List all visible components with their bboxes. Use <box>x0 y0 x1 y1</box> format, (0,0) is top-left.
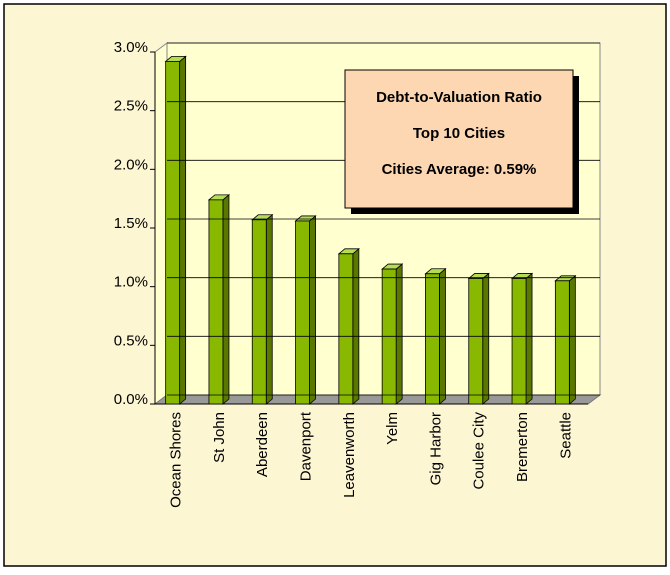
bar <box>381 263 404 405</box>
x-tick-label: Leavenworth <box>341 412 358 498</box>
bar-front <box>338 253 354 405</box>
x-tick-label: St John <box>211 412 228 463</box>
bar <box>510 272 534 405</box>
x-tick-label: Gig Harbor <box>427 412 444 485</box>
bar <box>467 272 490 405</box>
x-tick-label: Coulee City <box>471 412 488 490</box>
x-tick-label: Yelm <box>384 412 401 445</box>
bar <box>164 55 187 405</box>
bar-side <box>482 272 490 405</box>
bar <box>554 274 577 405</box>
side-wall <box>154 42 168 405</box>
bar-side <box>568 274 576 405</box>
bar <box>207 193 231 405</box>
x-tick-label: Davenport <box>298 411 315 481</box>
bar-side <box>525 272 533 405</box>
bar-front <box>295 220 310 405</box>
annotation-box <box>344 69 574 209</box>
annotation-line: Debt-to-Valuation Ratio <box>376 89 542 106</box>
bar-front <box>425 273 440 405</box>
bar-front <box>468 278 484 405</box>
y-tick-label: 1.5% <box>114 215 148 232</box>
x-tick-label: Ocean Shores <box>168 412 185 508</box>
bar-side <box>265 213 273 405</box>
y-tick-label: 0.0% <box>114 391 148 408</box>
x-tick-label: Aberdeen <box>254 412 271 477</box>
y-tick-label: 2.5% <box>114 98 148 115</box>
bar-side <box>309 215 316 405</box>
bar-front <box>165 60 181 405</box>
bar <box>251 213 274 405</box>
y-tick-label: 2.0% <box>114 156 148 173</box>
bar-front <box>511 278 527 405</box>
y-tick-label: 0.5% <box>114 332 148 349</box>
bar-front <box>208 199 224 405</box>
x-tick-label: Seattle <box>557 412 574 459</box>
bar-side <box>352 247 360 405</box>
x-tick-label: Bremerton <box>514 412 531 482</box>
bar-front <box>554 280 570 405</box>
annotation-line: Cities Average: 0.59% <box>382 161 537 178</box>
bar-front <box>251 219 267 405</box>
bar <box>337 247 360 405</box>
y-tick-label: 3.0% <box>114 39 148 56</box>
bar <box>294 215 317 405</box>
bar-side <box>395 263 403 405</box>
bar-side <box>179 55 187 405</box>
bar-side <box>222 193 230 405</box>
y-tick-label: 1.0% <box>114 274 148 291</box>
annotation-line: Top 10 Cities <box>413 125 505 142</box>
